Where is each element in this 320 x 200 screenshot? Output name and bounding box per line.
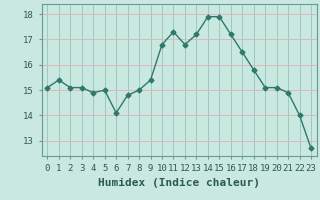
X-axis label: Humidex (Indice chaleur): Humidex (Indice chaleur) <box>98 178 260 188</box>
